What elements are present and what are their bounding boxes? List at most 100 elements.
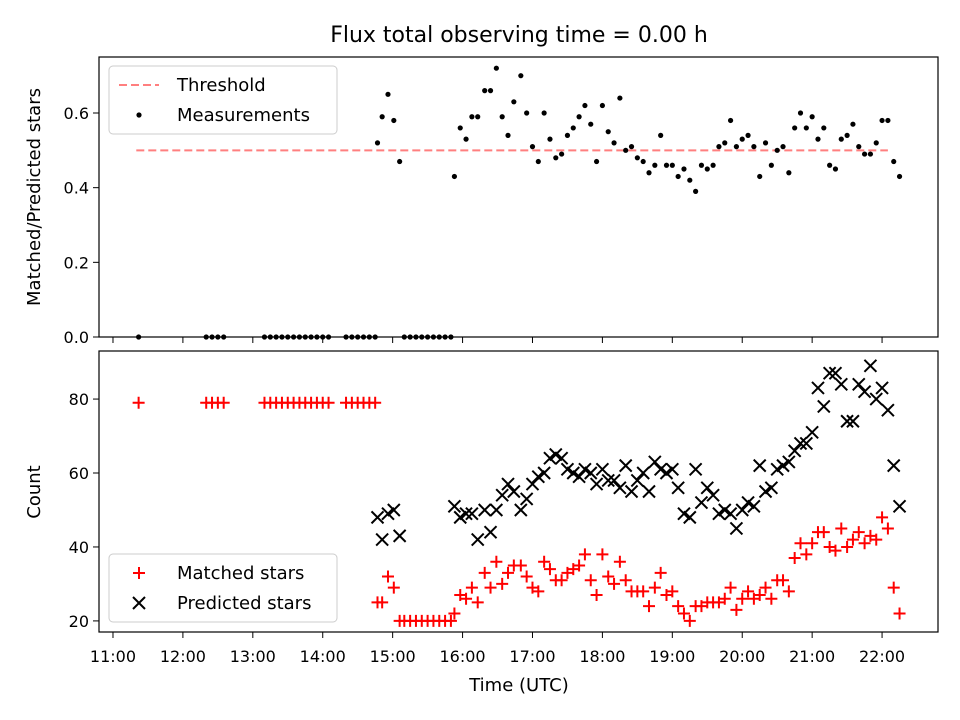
data-point — [573, 559, 586, 572]
data-point — [471, 596, 484, 609]
data-point — [453, 510, 467, 525]
data-point — [727, 117, 734, 124]
data-point — [867, 151, 874, 157]
data-point — [838, 136, 844, 142]
data-point — [896, 173, 903, 180]
data-point — [640, 158, 646, 165]
data-point — [483, 525, 498, 539]
data-point — [757, 173, 763, 180]
data-point — [564, 132, 571, 138]
data-point — [457, 125, 463, 131]
legend-label: Matched stars — [177, 563, 304, 584]
data-point — [753, 589, 766, 602]
data-point — [132, 396, 145, 409]
data-point — [505, 132, 511, 138]
data-point — [706, 488, 720, 502]
data-point — [465, 506, 479, 521]
data-point — [634, 155, 640, 161]
data-point — [502, 566, 515, 579]
legend-marker — [132, 596, 146, 610]
data-point — [499, 114, 505, 120]
data-point — [764, 481, 779, 495]
data-point — [683, 510, 697, 525]
data-point — [525, 477, 540, 491]
data-point — [387, 503, 401, 517]
data-point — [704, 166, 710, 172]
data-point — [646, 170, 652, 176]
data-point — [531, 470, 546, 484]
data-point — [687, 177, 693, 183]
data-point — [840, 414, 854, 428]
data-point — [712, 506, 726, 521]
data-point — [608, 577, 621, 590]
data-point — [566, 466, 580, 480]
y-tick-label: 0.4 — [64, 179, 89, 198]
data-point — [747, 499, 761, 513]
data-point — [444, 614, 457, 627]
data-point — [381, 506, 395, 521]
data-point — [391, 117, 397, 124]
data-point — [768, 162, 774, 168]
series-1 — [370, 359, 907, 547]
data-point — [559, 151, 565, 157]
data-point — [576, 114, 582, 120]
x-tick-label: 12:00 — [160, 647, 206, 666]
data-point — [392, 529, 407, 543]
data-point — [578, 548, 591, 561]
data-point — [800, 548, 813, 561]
data-point — [730, 603, 743, 616]
legend-label: Predicted stars — [177, 593, 311, 614]
y-tick-label: 80 — [69, 390, 89, 409]
x-tick-label: 19:00 — [649, 647, 695, 666]
data-point — [379, 114, 385, 120]
data-point — [788, 552, 801, 565]
data-point — [850, 121, 856, 127]
plot-frame — [98, 350, 939, 633]
x-tick-label: 16:00 — [440, 647, 486, 666]
data-point — [613, 555, 626, 568]
data-point — [809, 114, 815, 120]
data-point — [873, 140, 879, 146]
data-point — [885, 117, 891, 124]
data-point — [477, 503, 492, 517]
legend-marker — [133, 567, 145, 579]
data-point — [520, 570, 533, 583]
data-point — [765, 592, 778, 605]
data-point — [863, 359, 878, 373]
data-point — [369, 396, 382, 409]
data-point — [590, 589, 603, 602]
x-tick-label: 18:00 — [579, 647, 625, 666]
data-point — [762, 140, 769, 146]
data-point — [322, 396, 335, 409]
data-point — [601, 473, 615, 488]
data-point — [806, 537, 819, 550]
data-point — [547, 136, 553, 142]
data-point — [729, 521, 744, 536]
data-point — [797, 110, 804, 116]
data-point — [623, 147, 629, 153]
data-point — [489, 503, 504, 517]
data-point — [605, 129, 611, 135]
data-point — [846, 414, 860, 428]
data-point — [447, 499, 462, 513]
data-point — [803, 125, 809, 131]
data-point — [370, 510, 385, 525]
data-point — [532, 585, 545, 598]
data-point — [469, 114, 475, 120]
data-point — [861, 151, 868, 157]
data-point — [881, 403, 895, 417]
data-point — [869, 392, 883, 406]
count-plot-ylabel: Count — [24, 465, 45, 518]
data-point — [669, 162, 675, 168]
data-point — [675, 173, 681, 180]
data-point — [817, 399, 831, 414]
x-tick-label: 13:00 — [230, 647, 276, 666]
data-point — [599, 102, 606, 109]
data-point — [514, 559, 527, 572]
count-plot: 20 40 60 80 11:00 12:00 13:00 14:00 15:00 16:00 17… — [69, 350, 939, 666]
data-point — [653, 462, 668, 477]
data-point — [700, 481, 714, 495]
data-point — [792, 125, 798, 131]
data-point — [217, 396, 230, 409]
